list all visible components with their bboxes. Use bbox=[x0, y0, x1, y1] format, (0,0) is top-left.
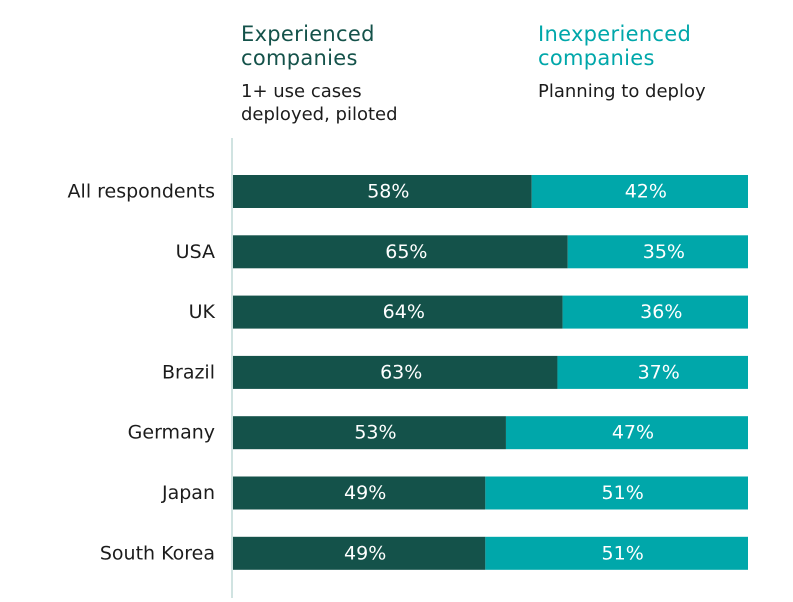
legend-inexperienced-subtitle: Planning to deploy bbox=[538, 81, 706, 102]
bar-experienced bbox=[233, 476, 486, 510]
bar-inexperienced bbox=[531, 175, 748, 208]
bar-row: All respondents 58% 42% bbox=[68, 175, 748, 208]
value-label-experienced: 63% bbox=[380, 361, 422, 383]
bar-experienced bbox=[233, 295, 563, 329]
value-label-experienced: 49% bbox=[344, 542, 386, 564]
bar-row: USA 65% 35% bbox=[176, 235, 748, 269]
bar-row: South Korea 49% 51% bbox=[100, 536, 748, 570]
bar-row: UK 64% 36% bbox=[189, 295, 748, 329]
bar-row: Germany 53% 47% bbox=[128, 416, 748, 450]
legend-inexperienced: Inexperienced companies Planning to depl… bbox=[538, 22, 706, 103]
value-label-inexperienced: 47% bbox=[612, 422, 654, 444]
value-label-experienced: 65% bbox=[385, 241, 427, 263]
value-label-experienced: 58% bbox=[367, 181, 409, 203]
value-label-inexperienced: 37% bbox=[638, 361, 680, 383]
category-label: South Korea bbox=[100, 542, 215, 564]
value-label-experienced: 49% bbox=[344, 482, 386, 504]
bar-inexperienced bbox=[557, 355, 748, 389]
bar-experienced bbox=[233, 416, 506, 450]
value-label-inexperienced: 51% bbox=[602, 542, 644, 564]
category-label: Brazil bbox=[162, 361, 215, 383]
legend-inexperienced-title: Inexperienced companies bbox=[538, 22, 692, 70]
bar-inexperienced bbox=[485, 536, 748, 570]
legend-experienced: Experienced companies 1+ use cases deplo… bbox=[241, 22, 398, 126]
value-label-experienced: 64% bbox=[383, 301, 425, 323]
bar-inexperienced bbox=[485, 476, 748, 510]
value-label-inexperienced: 35% bbox=[643, 241, 685, 263]
value-label-inexperienced: 36% bbox=[640, 301, 682, 323]
legend-experienced-subtitle: 1+ use cases deployed, piloted bbox=[241, 81, 398, 125]
category-label: Germany bbox=[128, 422, 215, 444]
bar-row: Brazil 63% 37% bbox=[162, 355, 748, 389]
category-label: USA bbox=[176, 241, 215, 263]
bar-experienced bbox=[233, 536, 486, 570]
bar-row: Japan 49% 51% bbox=[161, 476, 748, 510]
category-label: UK bbox=[189, 301, 216, 323]
bar-experienced bbox=[233, 175, 532, 208]
legend-experienced-title: Experienced companies bbox=[241, 22, 375, 70]
value-label-experienced: 53% bbox=[354, 422, 396, 444]
category-label: All respondents bbox=[68, 181, 215, 203]
value-label-inexperienced: 42% bbox=[625, 181, 667, 203]
value-label-inexperienced: 51% bbox=[602, 482, 644, 504]
category-label: Japan bbox=[161, 482, 215, 504]
bar-inexperienced bbox=[562, 295, 748, 329]
bar-experienced bbox=[233, 355, 558, 389]
bars-group: All respondents 58% 42% USA 65% 35% UK 64% 36% Br… bbox=[68, 175, 748, 570]
bar-inexperienced bbox=[567, 235, 748, 269]
bar-inexperienced bbox=[505, 416, 748, 450]
bar-experienced bbox=[233, 235, 568, 269]
